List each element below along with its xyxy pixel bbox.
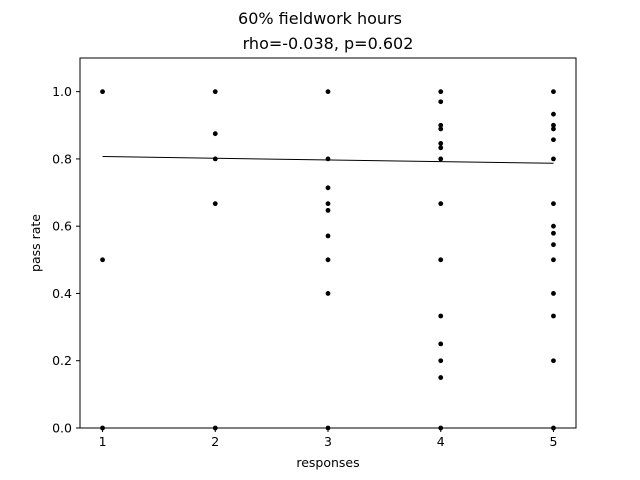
data-point [551, 201, 556, 207]
x-tick-label: 2 [211, 434, 219, 449]
x-tick-label: 4 [437, 434, 445, 449]
data-point [438, 358, 444, 364]
data-point [551, 89, 556, 95]
x-tick-label: 1 [99, 434, 107, 449]
data-point [551, 257, 556, 263]
data-point [100, 89, 105, 95]
x-axis: 1 2 3 4 5 [99, 428, 557, 449]
data-point [438, 99, 444, 105]
data-point [325, 89, 331, 95]
y-tick-label: 0.8 [52, 151, 72, 166]
data-point [438, 145, 444, 151]
data-point [551, 122, 556, 128]
data-point [551, 230, 556, 236]
data-point [100, 257, 105, 263]
data-point [212, 156, 218, 162]
x-tick-label: 3 [324, 434, 332, 449]
data-point [551, 242, 556, 248]
data-point [438, 126, 444, 132]
x-tick-label: 5 [549, 434, 557, 449]
y-axis-label: pass rate [28, 214, 43, 272]
data-point [551, 156, 556, 162]
y-tick-label: 0.6 [52, 219, 72, 234]
y-tick-label: 1.0 [52, 84, 72, 99]
y-tick-label: 0.0 [52, 421, 72, 436]
data-point [212, 131, 218, 137]
y-tick-label: 0.2 [52, 353, 72, 368]
data-point [438, 313, 444, 319]
chart-subtitle: rho=-0.038, p=0.602 [243, 34, 414, 53]
y-axis: 0.0 0.2 0.4 0.6 0.8 1.0 [52, 84, 80, 436]
data-point [551, 223, 556, 229]
plot-frame [79, 57, 577, 429]
data-point [438, 156, 444, 162]
data-point [551, 137, 556, 143]
data-point [438, 375, 444, 380]
data-point [438, 341, 444, 347]
data-point [438, 257, 444, 263]
data-point [325, 233, 331, 239]
data-point [551, 291, 556, 296]
chart-title: 60% fieldwork hours [238, 9, 402, 28]
data-point [438, 122, 444, 128]
y-tick-label: 0.4 [52, 286, 72, 301]
data-point [551, 358, 556, 364]
data-point [551, 313, 556, 319]
plot-area [100, 89, 556, 431]
data-point [325, 291, 331, 296]
data-point [438, 141, 444, 146]
data-point [212, 89, 218, 95]
data-point [325, 207, 331, 213]
data-point [212, 201, 218, 207]
data-point [551, 111, 556, 117]
data-point [325, 185, 331, 191]
data-point [325, 201, 331, 207]
data-point [438, 201, 444, 207]
data-point [551, 126, 556, 132]
data-point [438, 89, 444, 95]
x-axis-label: responses [296, 455, 359, 470]
data-point [325, 156, 331, 162]
data-point [325, 257, 331, 263]
